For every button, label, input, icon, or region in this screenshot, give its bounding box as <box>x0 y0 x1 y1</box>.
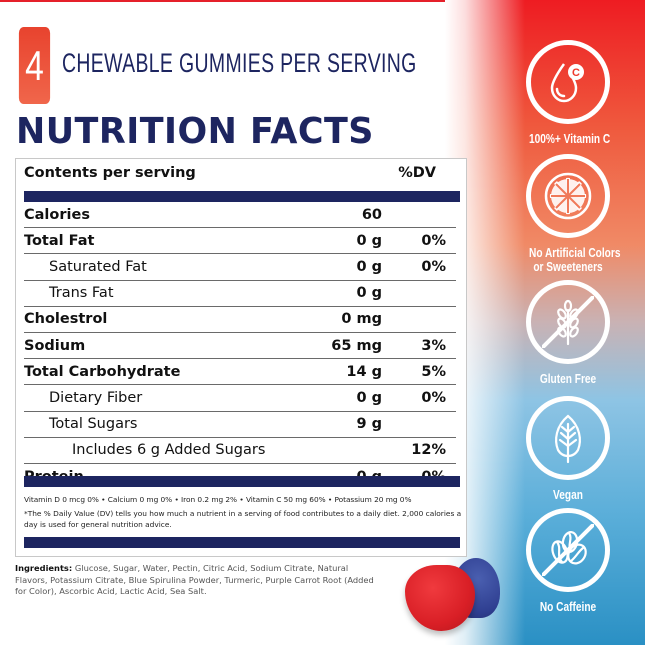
nutrient-dv: 5% <box>421 363 446 380</box>
badge-caption-line: No Artificial Colors <box>529 245 621 260</box>
dv-footnote: *The % Daily Value (DV) tells you how mu… <box>24 509 462 529</box>
nutrient-dv: 0% <box>421 232 446 249</box>
badge-caption: No Artificial Colors or Sweeteners <box>529 245 621 274</box>
nutrient-row-added-sugars: Includes 6 g Added Sugars 12% <box>24 438 456 464</box>
nutrient-amount: 9 g <box>356 416 382 433</box>
nutrient-amount: 0 g <box>356 258 382 275</box>
nutrient-label: Total Fat <box>24 232 95 249</box>
serving-description: CHEWABLE GUMMIES PER SERVING <box>62 48 417 78</box>
nutrient-rows: Calories 60 Total Fat 0 g 0% Saturated F… <box>24 202 456 490</box>
nutrient-label: Cholestrol <box>24 311 108 328</box>
svg-text:C: C <box>572 67 580 79</box>
nutrient-label: Total Sugars <box>49 416 138 433</box>
no-coffee-bean-icon <box>542 524 594 576</box>
nutrient-label: Saturated Fat <box>49 258 147 275</box>
top-rule <box>0 0 645 2</box>
badge-caption-line: or Sweeteners <box>533 259 603 274</box>
badge-vitamin-c: C 100%+ Vitamin C <box>518 40 618 146</box>
page-title: NUTRITION FACTS <box>16 111 374 152</box>
nutrient-label: Includes 6 g Added Sugars <box>72 442 266 459</box>
contents-per-serving-label: Contents per serving <box>24 165 196 181</box>
nutrient-row-dietary-fiber: Dietary Fiber 0 g 0% <box>24 385 456 412</box>
badge-circle <box>526 396 610 480</box>
leaf-icon <box>555 414 581 464</box>
nutrient-amount: 0 g <box>356 232 382 249</box>
badge-caption: No Caffeine <box>539 599 597 614</box>
ingredients-list: Ingredients: Glucose, Sugar, Water, Pect… <box>15 563 380 598</box>
nutrient-dv: 0% <box>421 258 446 275</box>
badge-gluten-free: Gluten Free <box>518 280 618 386</box>
nutrient-amount: 14 g <box>346 363 382 380</box>
nutrient-amount: 0 g <box>356 389 382 406</box>
badge-circle <box>526 280 610 364</box>
badge-caption: Gluten Free <box>539 371 597 386</box>
facts-header: Contents per serving %DV <box>24 165 458 187</box>
vitamin-c-drop-icon: C <box>550 63 584 103</box>
nutrient-row-total-carbohydrate: Total Carbohydrate 14 g 5% <box>24 359 456 386</box>
nutrient-label: Dietary Fiber <box>49 389 143 406</box>
nutrient-row-saturated-fat: Saturated Fat 0 g 0% <box>24 254 456 281</box>
serving-count-badge: 4 <box>18 27 51 104</box>
nutrient-row-total-fat: Total Fat 0 g 0% <box>24 228 456 255</box>
nutrient-amount: 65 mg <box>331 337 382 354</box>
badge-caption: 100%+ Vitamin C <box>529 131 611 146</box>
citrus-slice-icon <box>544 172 592 220</box>
nutrient-label: Calories <box>24 206 90 223</box>
nutrient-row-calories: Calories 60 <box>24 202 456 229</box>
nutrient-dv: 3% <box>421 337 446 354</box>
badge-no-caffeine: No Caffeine <box>518 508 618 614</box>
nutrient-dv: 12% <box>411 442 446 459</box>
ingredients-label: Ingredients: <box>15 563 73 573</box>
divider-bar <box>24 191 460 202</box>
no-wheat-icon <box>542 296 594 348</box>
nutrient-label: Total Carbohydrate <box>24 363 181 380</box>
nutrient-amount: 60 <box>361 206 382 223</box>
nutrient-row-total-sugars: Total Sugars 9 g <box>24 412 456 438</box>
badge-circle <box>526 154 610 238</box>
badge-circle: C <box>526 40 610 124</box>
badge-vegan: Vegan <box>518 396 618 502</box>
ingredients-text: Glucose, Sugar, Water, Pectin, Citric Ac… <box>15 563 374 596</box>
nutrient-label: Sodium <box>24 337 86 354</box>
dv-column-header: %DV <box>398 165 436 181</box>
nutrient-amount: 0 g <box>356 285 382 302</box>
divider-bar <box>24 537 460 548</box>
badge-circle <box>526 508 610 592</box>
nutrient-label: Trans Fat <box>49 285 114 302</box>
vitamins-minerals-line: Vitamin D 0 mcg 0% • Calcium 0 mg 0% • I… <box>24 495 412 504</box>
divider-bar <box>24 476 460 487</box>
nutrient-dv: 0% <box>421 389 446 406</box>
badge-no-artificial: No Artificial Colors or Sweeteners <box>518 154 621 274</box>
red-gummy-image <box>405 565 475 631</box>
nutrient-row-trans-fat: Trans Fat 0 g <box>24 281 456 307</box>
nutrient-row-sodium: Sodium 65 mg 3% <box>24 333 456 360</box>
badge-caption: Vegan <box>553 487 583 502</box>
nutrient-row-cholesterol: Cholestrol 0 mg <box>24 307 456 333</box>
nutrient-amount: 0 mg <box>341 311 382 328</box>
nutrition-facts-panel: Contents per serving %DV Calories 60 Tot… <box>15 158 467 557</box>
